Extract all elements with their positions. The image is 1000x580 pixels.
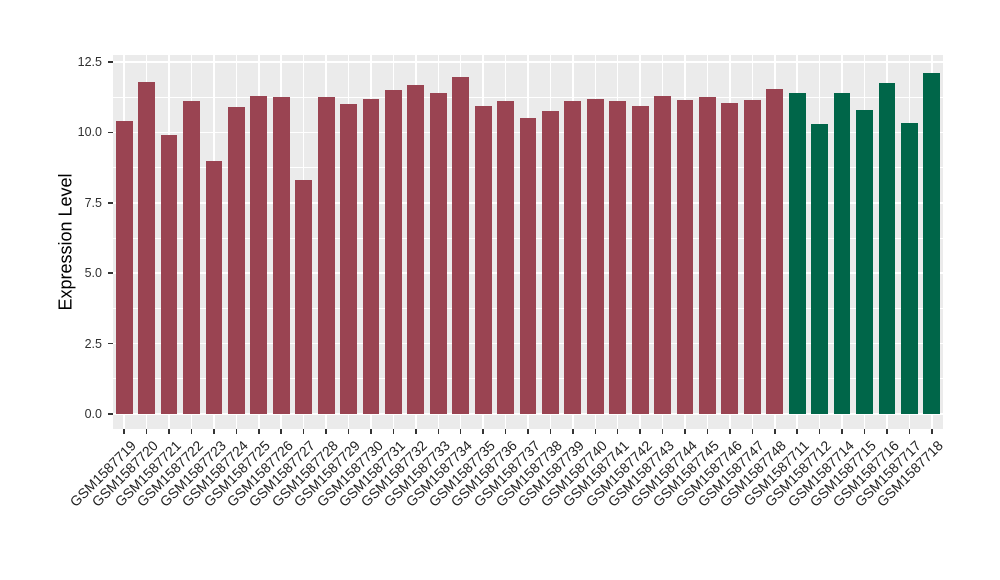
x-tick: [213, 429, 215, 434]
bar-GSM1587736: [497, 101, 514, 414]
bar-GSM1587748: [766, 88, 784, 414]
x-tick: [661, 429, 664, 434]
y-tick-label: 2.5: [84, 336, 102, 351]
bar-GSM1587724: [227, 107, 245, 414]
y-tick: [108, 202, 113, 204]
bar-GSM1587729: [340, 104, 357, 414]
bar-GSM1587734: [452, 77, 470, 414]
x-tick: [437, 429, 440, 434]
x-tick: [145, 429, 148, 434]
bar-GSM1587738: [542, 111, 559, 414]
x-tick: [572, 429, 574, 434]
bar-GSM1587740: [586, 98, 604, 414]
x-tick: [616, 429, 619, 434]
x-tick: [123, 429, 125, 434]
x-tick: [325, 429, 327, 434]
bar-GSM1587732: [407, 84, 425, 414]
plot-panel: [113, 55, 943, 429]
bar-GSM1587735: [474, 105, 492, 414]
x-tick: [841, 429, 843, 434]
bar-GSM1587722: [183, 101, 200, 414]
x-tick: [796, 429, 798, 434]
x-tick: [258, 429, 260, 434]
x-tick: [684, 429, 686, 434]
x-tick: [302, 429, 305, 434]
y-axis-title: Expression Level: [55, 173, 76, 311]
bar-GSM1587730: [362, 98, 380, 414]
x-tick: [751, 429, 754, 434]
x-tick: [706, 429, 709, 434]
bar-GSM1587720: [138, 81, 156, 414]
y-tick: [108, 61, 113, 63]
bar-GSM1587745: [699, 97, 716, 414]
y-tick-label: 7.5: [84, 195, 102, 210]
bar-GSM1587746: [721, 102, 739, 414]
bar-GSM1587717: [900, 122, 918, 414]
bar-GSM1587737: [519, 118, 537, 414]
y-tick: [108, 342, 113, 345]
bar-GSM1587725: [250, 95, 268, 414]
x-tick: [392, 429, 395, 434]
bar-GSM1587741: [609, 101, 627, 414]
x-tick: [370, 429, 372, 434]
y-tick-label: 0.0: [84, 407, 102, 421]
y-tick-label: 12.5: [77, 55, 102, 69]
bar-GSM1587714: [833, 92, 851, 414]
bar-GSM1587742: [631, 105, 649, 414]
bar-GSM1587727: [295, 180, 313, 414]
bar-GSM1587721: [160, 135, 178, 414]
bar-GSM1587733: [429, 92, 447, 414]
y-tick: [108, 131, 113, 134]
x-tick: [482, 429, 484, 434]
bar-GSM1587743: [654, 95, 671, 414]
x-tick: [774, 429, 776, 434]
bar-GSM1587715: [856, 109, 873, 414]
x-tick: [908, 429, 911, 434]
y-tick: [108, 272, 113, 274]
x-tick: [729, 429, 731, 434]
x-tick: [818, 429, 821, 434]
x-tick: [459, 429, 462, 434]
bar-GSM1587711: [788, 92, 806, 414]
bar-GSM1587723: [205, 160, 223, 414]
bar-GSM1587718: [923, 73, 941, 414]
bar-GSM1587726: [272, 97, 290, 414]
y-tick-label: 5.0: [84, 266, 102, 281]
bar-GSM1587747: [743, 100, 761, 414]
bar-GSM1587744: [676, 100, 694, 414]
bar-GSM1587712: [811, 123, 829, 414]
y-tick: [108, 413, 113, 415]
x-tick: [235, 429, 238, 434]
x-tick: [886, 429, 888, 434]
bar-GSM1587719: [115, 121, 133, 414]
bar-GSM1587731: [384, 90, 402, 414]
bar-GSM1587716: [878, 83, 896, 414]
x-tick: [504, 429, 507, 434]
x-tick: [347, 429, 350, 434]
x-tick: [863, 429, 866, 434]
x-tick: [639, 429, 641, 434]
bar-GSM1587739: [564, 101, 582, 414]
x-tick: [190, 429, 193, 434]
x-tick: [931, 429, 933, 434]
x-tick: [594, 429, 597, 434]
y-tick-label: 10.0: [77, 125, 102, 140]
x-tick: [415, 429, 417, 434]
bar-GSM1587728: [317, 97, 335, 414]
x-tick: [549, 429, 552, 434]
x-tick: [168, 429, 170, 434]
x-tick: [527, 429, 529, 434]
x-tick: [280, 429, 282, 434]
